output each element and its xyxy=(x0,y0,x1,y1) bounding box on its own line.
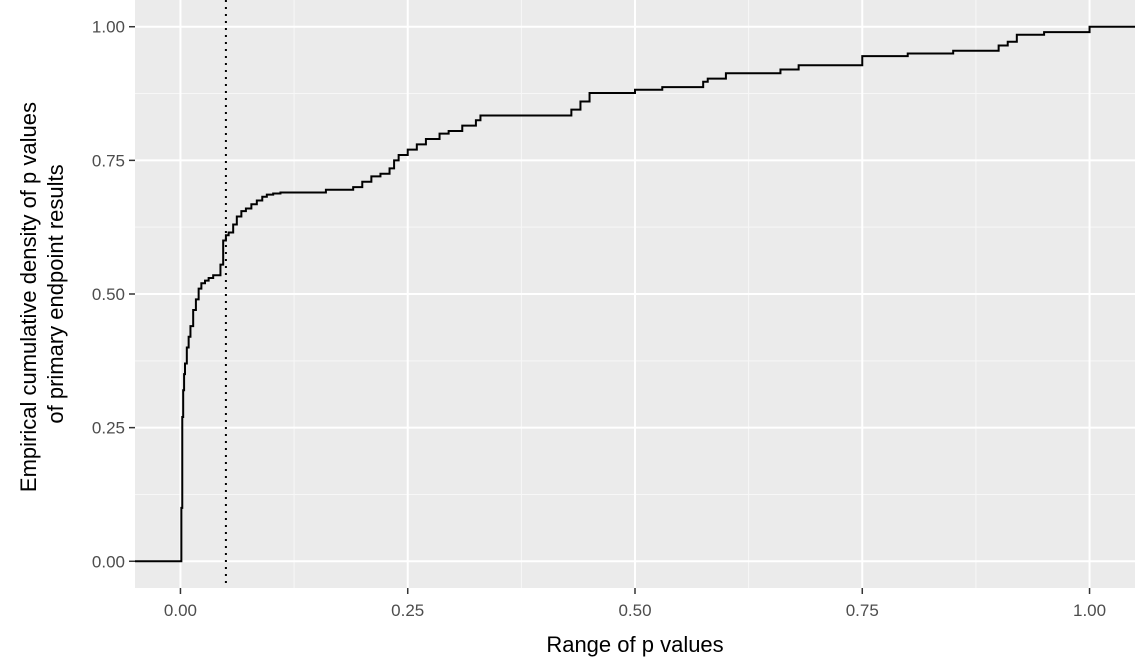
y-axis-tick-labels: 0.00 0.25 0.50 0.75 1.00 xyxy=(92,18,125,572)
y-tick-label: 0.50 xyxy=(92,285,125,304)
y-tick-label: 1.00 xyxy=(92,18,125,37)
y-axis-title-line-1: Empirical cumulative density of p values xyxy=(16,102,41,492)
x-axis-tick-labels: 0.00 0.25 0.50 0.75 1.00 xyxy=(164,601,1106,620)
x-tick-label: 0.50 xyxy=(618,601,651,620)
axis-ticks xyxy=(129,25,1091,594)
y-axis-title-line-2: of primary endpoint results xyxy=(43,164,68,423)
x-tick-label: 0.25 xyxy=(391,601,424,620)
x-tick-label: 0.75 xyxy=(846,601,879,620)
ecdf-step-line xyxy=(135,25,1135,563)
x-tick-label: 0.00 xyxy=(164,601,197,620)
y-tick-label: 0.00 xyxy=(92,552,125,571)
x-axis-title: Range of p values xyxy=(546,632,723,657)
y-tick-label: 0.75 xyxy=(92,151,125,170)
y-tick-label: 0.25 xyxy=(92,419,125,438)
y-axis-title: Empirical cumulative density of p values… xyxy=(16,96,68,492)
major-gridlines xyxy=(135,0,1135,588)
x-tick-label: 1.00 xyxy=(1073,601,1106,620)
